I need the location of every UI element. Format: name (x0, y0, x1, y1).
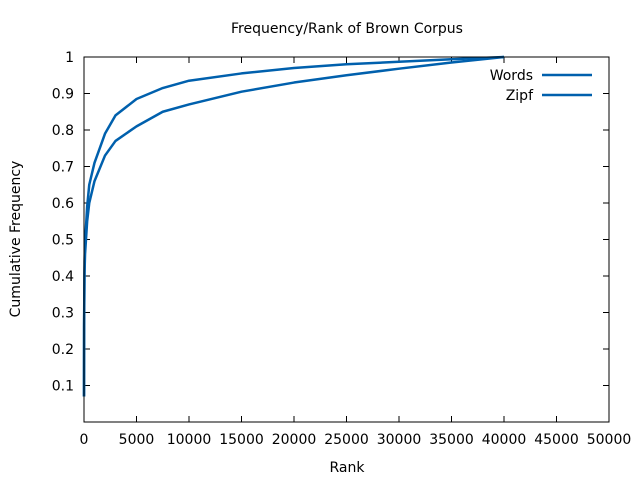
x-tick-label: 15000 (219, 432, 264, 448)
y-tick-label: 0.1 (52, 379, 74, 395)
y-tick-label: 0.2 (52, 342, 74, 358)
plot-frame (83, 56, 610, 423)
y-tick-label: 1 (65, 50, 74, 66)
x-tick-label: 40000 (482, 432, 527, 448)
x-tick-label: 20000 (272, 432, 317, 448)
y-tick-label: 0.3 (52, 306, 74, 322)
y-tick-label: 0.6 (52, 196, 74, 212)
x-tick-label: 5000 (119, 432, 155, 448)
series-line-words (82, 55, 505, 397)
y-axis-label: Cumulative Frequency (8, 161, 24, 318)
x-tick-label: 0 (80, 432, 89, 448)
x-axis-label: Rank (330, 460, 366, 476)
y-tick-label: 0.4 (52, 269, 74, 285)
x-tick-label: 30000 (377, 432, 422, 448)
chart-title: Frequency/Rank of Brown Corpus (231, 21, 463, 37)
x-tick-label: 10000 (167, 432, 212, 448)
x-tick-label: 45000 (534, 432, 579, 448)
y-tick-label: 0.7 (52, 160, 74, 176)
series-line-zipf (82, 55, 505, 397)
y-tick-label: 0.8 (52, 123, 74, 139)
y-axis-ticks: 0.1 0.2 0.3 0.4 0.5 0.6 0.7 0.8 0.9 1 (52, 50, 609, 395)
y-tick-label: 0.5 (52, 233, 74, 249)
series-lines (82, 55, 505, 397)
x-axis-ticks: 0 5000 10000 15000 20000 25000 30000 35000 40000… (80, 57, 632, 448)
x-tick-label: 25000 (324, 432, 369, 448)
legend: Words Zipf (490, 68, 592, 104)
x-tick-label: 35000 (429, 432, 474, 448)
y-tick-label: 0.9 (52, 87, 74, 103)
legend-label: Zipf (506, 88, 534, 104)
legend-label: Words (490, 68, 533, 84)
x-tick-label: 50000 (587, 432, 632, 448)
